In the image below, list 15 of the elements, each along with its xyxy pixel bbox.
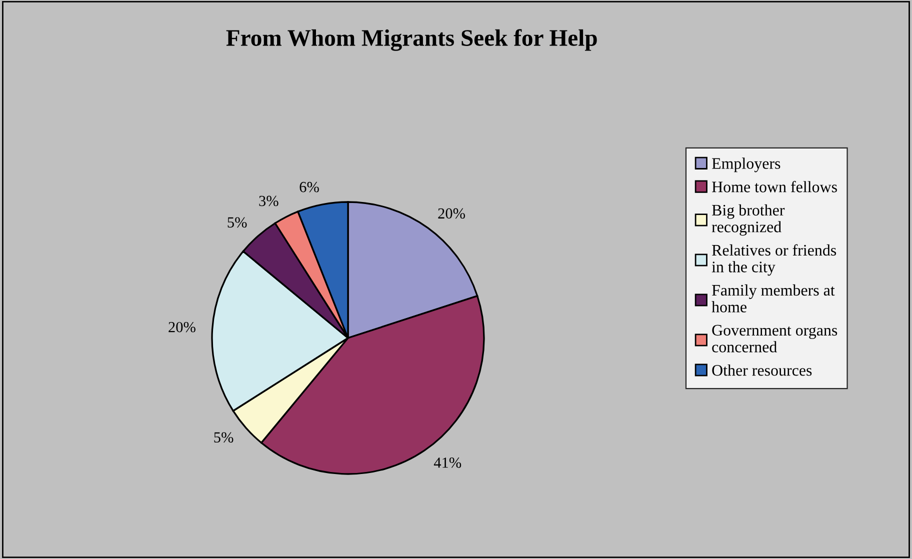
legend-label: Employers <box>712 158 780 172</box>
legend-label: Big brother recognized <box>712 204 785 236</box>
data-label: 5% <box>228 217 247 228</box>
chart-title: From Whom Migrants Seek for Help <box>226 29 597 51</box>
data-label: 20% <box>438 208 466 219</box>
data-label: 20% <box>168 322 196 332</box>
legend-label: Home town fellows <box>712 180 837 192</box>
data-label: 5% <box>214 432 234 443</box>
legend-label: Family members at home <box>712 284 835 312</box>
legend-label: Other resources <box>712 364 812 376</box>
data-label: 6% <box>300 182 319 192</box>
legend-label: Government organs concerned <box>712 324 838 352</box>
data-label: 3% <box>259 196 278 206</box>
data-label: 41% <box>434 457 462 468</box>
legend-label: Relatives or friends in the city <box>712 244 836 276</box>
